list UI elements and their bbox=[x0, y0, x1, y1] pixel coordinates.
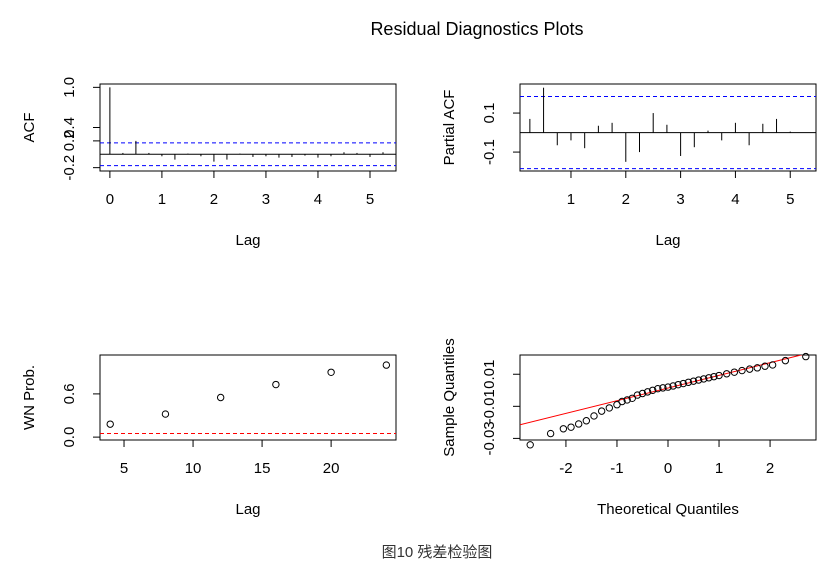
y-tick-label: 0.01 bbox=[481, 360, 498, 389]
y-tick-label: 0.1 bbox=[481, 103, 498, 124]
y-tick-label: -0.01 bbox=[481, 389, 498, 423]
x-axis-label: Lag bbox=[655, 232, 680, 249]
plot-box bbox=[99, 354, 397, 441]
point bbox=[597, 407, 606, 415]
point bbox=[633, 391, 642, 399]
x-tick-label: -1 bbox=[610, 460, 623, 477]
point bbox=[689, 377, 698, 385]
point bbox=[613, 401, 621, 409]
x-tick-label: 0 bbox=[106, 191, 114, 208]
point bbox=[768, 361, 777, 369]
y-tick-label: 0.0 bbox=[61, 427, 78, 448]
point bbox=[700, 375, 708, 383]
x-tick-label: 2 bbox=[622, 191, 630, 208]
point bbox=[574, 420, 583, 428]
point bbox=[802, 352, 810, 361]
x-tick-label: 20 bbox=[323, 460, 340, 477]
y-tick-label: 0.6 bbox=[61, 383, 78, 404]
x-tick-label: 2 bbox=[766, 460, 774, 477]
x-tick-label: 15 bbox=[254, 460, 271, 477]
y-axis-label: ACF bbox=[21, 113, 38, 143]
point bbox=[161, 410, 170, 418]
figure-title: Residual Diagnostics Plots bbox=[370, 19, 583, 39]
point bbox=[559, 425, 568, 433]
x-tick-label: 4 bbox=[731, 191, 739, 208]
point bbox=[628, 394, 636, 403]
point bbox=[582, 417, 591, 425]
point bbox=[590, 412, 598, 420]
y-axis-label: WN Prob. bbox=[21, 365, 38, 430]
point bbox=[106, 420, 114, 428]
point bbox=[715, 371, 723, 380]
x-axis-label: Lag bbox=[235, 501, 260, 518]
point bbox=[753, 364, 762, 372]
point bbox=[526, 441, 534, 449]
x-axis-label: Lag bbox=[235, 232, 260, 249]
point bbox=[643, 388, 652, 396]
x-tick-label: 4 bbox=[314, 191, 322, 208]
y-axis-label: Partial ACF bbox=[441, 90, 458, 166]
point bbox=[710, 372, 718, 381]
point bbox=[730, 368, 739, 376]
y-tick-label: -0.2 bbox=[61, 155, 78, 181]
point bbox=[618, 397, 626, 406]
x-tick-label: -2 bbox=[559, 460, 572, 477]
point bbox=[327, 368, 335, 376]
x-axis-label: Theoretical Quantiles bbox=[597, 501, 739, 518]
x-tick-label: 2 bbox=[210, 191, 218, 208]
point bbox=[781, 356, 790, 365]
x-tick-label: 0 bbox=[664, 460, 672, 477]
point bbox=[722, 370, 731, 378]
y-tick-label: 1.0 bbox=[61, 77, 78, 98]
point bbox=[382, 361, 391, 369]
point bbox=[694, 376, 703, 384]
x-tick-label: 10 bbox=[185, 460, 202, 477]
y-tick-label: 0.2 bbox=[61, 130, 78, 151]
point bbox=[679, 379, 688, 388]
plot-box bbox=[519, 83, 817, 172]
y-tick-label: -0.1 bbox=[481, 139, 498, 165]
y-axis-label: Sample Quantiles bbox=[441, 338, 458, 456]
point bbox=[623, 396, 631, 404]
x-tick-label: 1 bbox=[567, 191, 575, 208]
figure-caption: 图10 残差检验图 bbox=[382, 544, 493, 561]
point bbox=[272, 380, 280, 389]
x-tick-label: 5 bbox=[120, 460, 128, 477]
point bbox=[761, 362, 769, 370]
point bbox=[648, 386, 657, 394]
x-tick-label: 3 bbox=[262, 191, 270, 208]
point bbox=[664, 383, 672, 391]
point bbox=[638, 389, 647, 398]
point bbox=[745, 365, 754, 373]
point bbox=[738, 366, 746, 375]
point bbox=[605, 404, 614, 412]
x-tick-label: 3 bbox=[676, 191, 684, 208]
y-tick-label: -0.03 bbox=[481, 421, 498, 455]
x-tick-label: 5 bbox=[786, 191, 794, 208]
point bbox=[659, 384, 667, 392]
point bbox=[669, 382, 677, 390]
point bbox=[546, 429, 555, 438]
plot-box bbox=[99, 83, 397, 172]
x-tick-label: 5 bbox=[366, 191, 374, 208]
point bbox=[684, 378, 693, 386]
point bbox=[216, 393, 225, 402]
x-tick-label: 1 bbox=[158, 191, 166, 208]
point bbox=[674, 380, 682, 389]
point bbox=[705, 374, 713, 382]
point bbox=[654, 384, 662, 393]
y-tick-label: 0.4 bbox=[61, 117, 78, 138]
point bbox=[567, 423, 575, 431]
x-tick-label: 1 bbox=[715, 460, 723, 477]
